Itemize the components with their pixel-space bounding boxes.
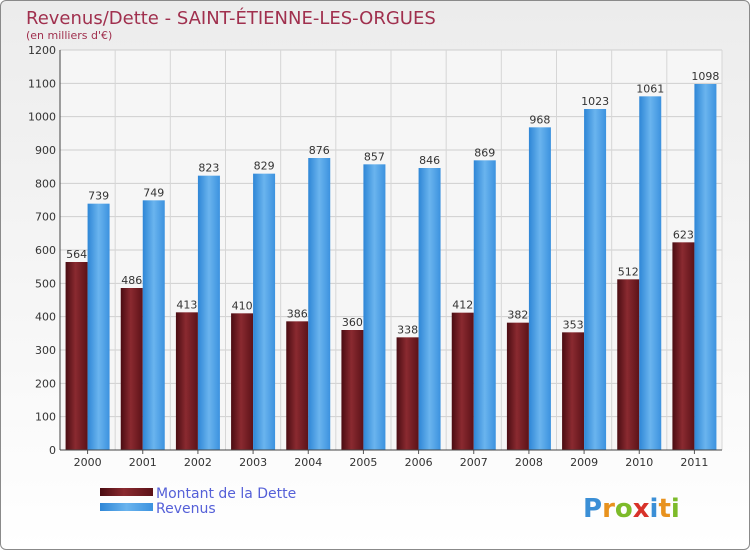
x-tick-label: 2006: [405, 456, 433, 469]
y-tick-label: 200: [35, 377, 56, 390]
legend-label-revenus: Revenus: [156, 501, 216, 517]
axes: 0 100 200 300 400 500 600 700 800 900 1000 1100 1200…: [28, 44, 722, 469]
value-label-revenus: 1061: [636, 82, 664, 95]
y-tick-label: 1000: [28, 111, 56, 124]
value-label-debt: 360: [342, 316, 363, 329]
value-label-debt: 564: [66, 248, 87, 261]
y-tick-label: 0: [49, 444, 56, 457]
logo-letter: o: [615, 494, 633, 524]
value-label-debt: 512: [618, 265, 639, 278]
bar-revenus: [142, 200, 165, 450]
value-label-revenus: 1098: [691, 70, 719, 83]
bar-revenus: [253, 173, 276, 450]
bar-revenus: [197, 175, 220, 450]
bar-debt: [617, 279, 640, 450]
bar-debt: [120, 288, 143, 450]
y-tick-label: 700: [35, 211, 56, 224]
value-label-revenus: 846: [419, 154, 440, 167]
bar-debt: [65, 262, 88, 450]
legend-swatch-debt: [100, 488, 153, 496]
y-tick-label: 1200: [28, 44, 56, 57]
value-label-debt: 382: [507, 309, 528, 322]
bar-debt: [396, 337, 419, 450]
value-label-debt: 412: [452, 299, 473, 312]
bar-debt: [506, 322, 529, 450]
bar-debt: [451, 312, 474, 450]
logo-letter: P: [583, 494, 602, 524]
bar-revenus: [584, 109, 607, 450]
value-label-revenus: 968: [529, 113, 550, 126]
value-label-debt: 623: [673, 228, 694, 241]
bar-debt: [175, 312, 198, 450]
value-label-revenus: 857: [364, 150, 385, 163]
chart-subtitle: (en milliers d'€): [26, 29, 112, 42]
bars: [65, 84, 717, 451]
value-label-debt: 413: [176, 298, 197, 311]
x-tick-label: 2003: [239, 456, 267, 469]
x-tick-label: 2001: [129, 456, 157, 469]
value-label-revenus: 869: [474, 146, 495, 159]
bar-revenus: [363, 164, 386, 451]
logo-letter: t: [658, 494, 670, 524]
y-tick-label: 300: [35, 344, 56, 357]
y-tick-label: 1100: [28, 77, 56, 90]
value-label-revenus: 739: [88, 190, 109, 203]
value-labels: 564 739 486 749 413 823 410 829 386 876 360 857 338 8…: [66, 70, 719, 336]
value-label-revenus: 829: [254, 160, 275, 173]
logo-letter: x: [633, 494, 650, 524]
proxiti-logo: Proxiti: [583, 494, 680, 524]
bar-debt: [672, 242, 695, 450]
x-tick-label: 2011: [680, 456, 708, 469]
logo-text: Proxiti: [583, 494, 680, 524]
grid: [59, 49, 723, 451]
y-tick-label: 600: [35, 244, 56, 257]
legend-label-debt: Montant de la Dette: [156, 486, 296, 502]
value-label-revenus: 823: [198, 162, 219, 175]
value-label-debt: 386: [287, 307, 308, 320]
bar-debt: [562, 332, 585, 450]
x-tick-label: 2010: [625, 456, 653, 469]
bar-revenus: [87, 203, 110, 450]
y-tick-label: 900: [35, 144, 56, 157]
x-tick-label: 2009: [570, 456, 598, 469]
value-label-debt: 410: [232, 299, 253, 312]
chart-title: Revenus/Dette - SAINT-ÉTIENNE-LES-ORGUES: [26, 7, 436, 29]
y-tick-label: 400: [35, 311, 56, 324]
value-label-revenus: 749: [143, 186, 164, 199]
bar-revenus: [473, 160, 496, 451]
logo-letter: r: [602, 494, 615, 524]
bar-revenus: [528, 127, 551, 450]
bar-revenus: [694, 84, 717, 450]
y-tick-label: 100: [35, 411, 56, 424]
value-label-debt: 338: [397, 323, 418, 336]
bar-revenus: [639, 96, 662, 450]
bar-debt: [286, 321, 309, 450]
legend-swatch-revenus: [100, 503, 153, 511]
x-tick-label: 2007: [460, 456, 488, 469]
legend: Montant de la Dette Revenus: [100, 486, 296, 517]
logo-letter: i: [650, 494, 659, 524]
y-tick-label: 500: [35, 277, 56, 290]
bar-debt: [341, 330, 364, 450]
bar-debt: [231, 313, 254, 450]
bar-revenus: [418, 168, 441, 450]
value-label-debt: 486: [121, 274, 142, 287]
x-tick-label: 2002: [184, 456, 212, 469]
x-tick-label: 2008: [515, 456, 543, 469]
logo-letter: i: [671, 494, 680, 524]
x-tick-label: 2005: [349, 456, 377, 469]
value-label-debt: 353: [563, 318, 584, 331]
x-tick-label: 2000: [74, 456, 102, 469]
bar-revenus: [308, 158, 331, 450]
y-tick-label: 800: [35, 177, 56, 190]
value-label-revenus: 876: [309, 144, 330, 157]
x-tick-label: 2004: [294, 456, 322, 469]
value-label-revenus: 1023: [581, 95, 609, 108]
